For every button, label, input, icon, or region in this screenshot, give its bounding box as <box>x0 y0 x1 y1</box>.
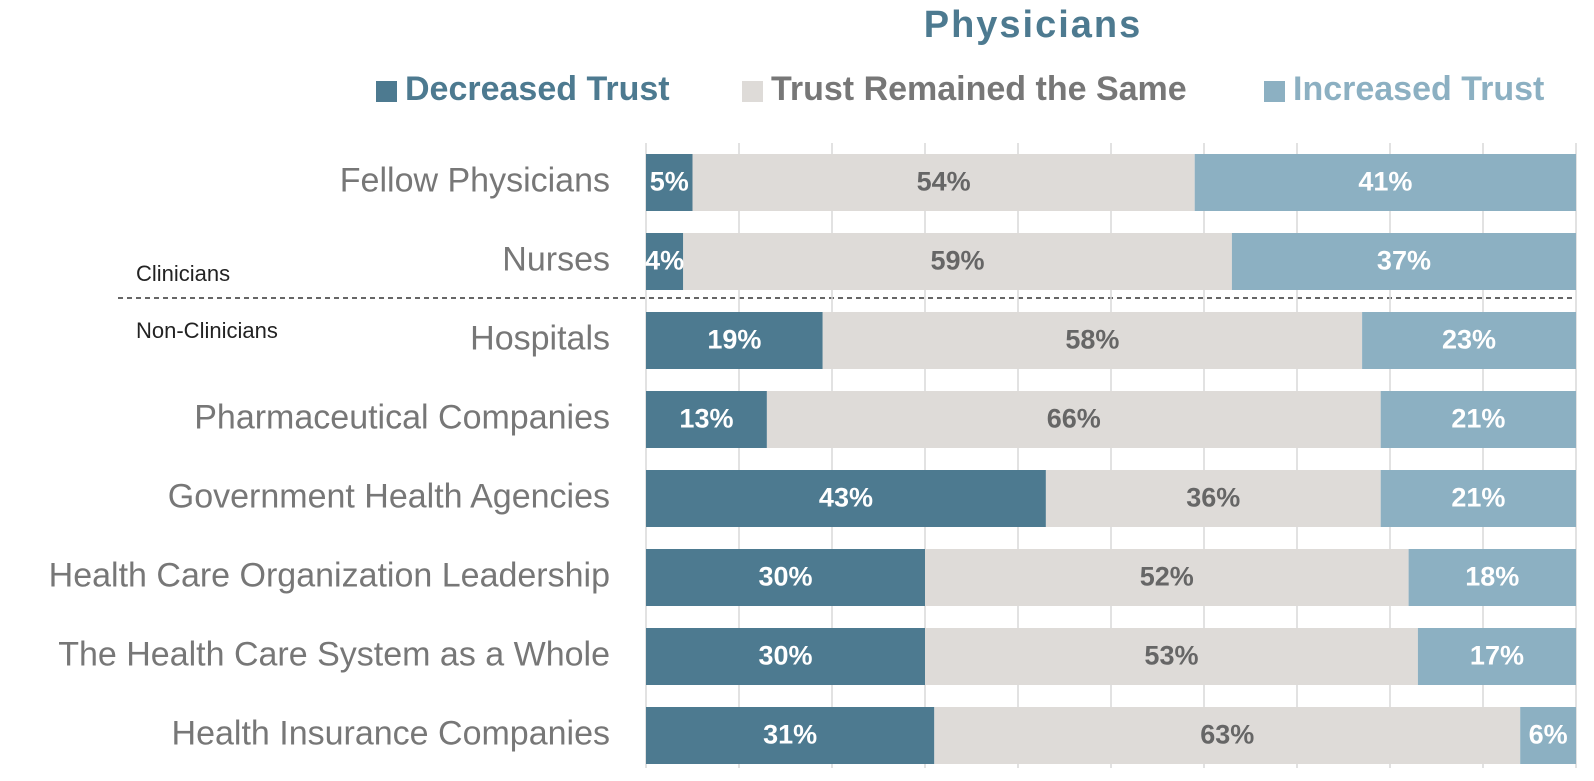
y-tick-label: Health Insurance Companies <box>172 714 610 752</box>
bar-segment <box>646 549 925 606</box>
data-label: 18% <box>1465 562 1519 592</box>
bar-segment <box>822 312 1363 369</box>
bar-segment <box>1231 233 1576 290</box>
data-label: 23% <box>1442 325 1496 355</box>
data-label: 54% <box>917 167 971 197</box>
chart-title: Physicians <box>924 4 1143 46</box>
data-label: 58% <box>1065 325 1119 355</box>
data-label: 31% <box>763 720 817 750</box>
data-label: 43% <box>819 483 873 513</box>
y-tick-label: Pharmaceutical Companies <box>194 398 610 436</box>
data-label: 6% <box>1529 720 1568 750</box>
bar-segment <box>1380 391 1576 448</box>
bar-segment <box>646 707 935 764</box>
data-label: 21% <box>1451 404 1505 434</box>
legend-label: Trust Remained the Same <box>771 70 1187 108</box>
bar-segment <box>1194 154 1576 211</box>
bar-segment <box>646 470 1046 527</box>
bar-segment <box>646 628 925 685</box>
legend-label: Increased Trust <box>1293 70 1544 108</box>
bar-segment <box>1362 312 1576 369</box>
bar-segment <box>646 233 684 290</box>
y-tick-label: Hospitals <box>470 319 610 357</box>
data-label: 41% <box>1358 167 1412 197</box>
y-tick-label: The Health Care System as a Whole <box>58 635 610 673</box>
data-label: 17% <box>1470 641 1524 671</box>
data-label: 30% <box>758 562 812 592</box>
data-label: 52% <box>1140 562 1194 592</box>
data-label: 36% <box>1186 483 1240 513</box>
data-label: 37% <box>1377 246 1431 276</box>
data-label: 30% <box>758 641 812 671</box>
bar-segment <box>646 391 767 448</box>
legend-swatch <box>376 81 397 102</box>
bar-segment <box>1408 549 1576 606</box>
y-tick-label: Health Care Organization Leadership <box>49 556 610 594</box>
data-label: 13% <box>679 404 733 434</box>
bar-segment <box>925 628 1418 685</box>
bar-segment <box>1520 707 1576 764</box>
legend-swatch <box>1264 81 1285 102</box>
bar-segment <box>683 233 1232 290</box>
bar-segment <box>692 154 1195 211</box>
data-label: 63% <box>1200 720 1254 750</box>
bar-segment <box>646 154 693 211</box>
legend-label: Decreased Trust <box>405 70 670 108</box>
bar-segment <box>925 549 1409 606</box>
data-label: 66% <box>1047 404 1101 434</box>
bar-segment <box>1380 470 1576 527</box>
y-tick-label: Nurses <box>502 240 610 278</box>
bar-segment <box>1045 470 1381 527</box>
bar-segment <box>1417 628 1576 685</box>
y-tick-label: Government Health Agencies <box>168 477 610 515</box>
data-label: 53% <box>1144 641 1198 671</box>
group-label: Clinicians <box>136 261 230 286</box>
data-label: 5% <box>650 167 689 197</box>
data-label: 59% <box>931 246 985 276</box>
y-tick-label: Fellow Physicians <box>340 161 610 199</box>
bar-segment <box>934 707 1521 764</box>
group-label: Non-Clinicians <box>136 318 278 343</box>
legend-swatch <box>742 81 763 102</box>
bar-segment <box>646 312 823 369</box>
data-label: 4% <box>645 246 684 276</box>
data-label: 19% <box>707 325 761 355</box>
bar-segment <box>766 391 1381 448</box>
data-label: 21% <box>1451 483 1505 513</box>
